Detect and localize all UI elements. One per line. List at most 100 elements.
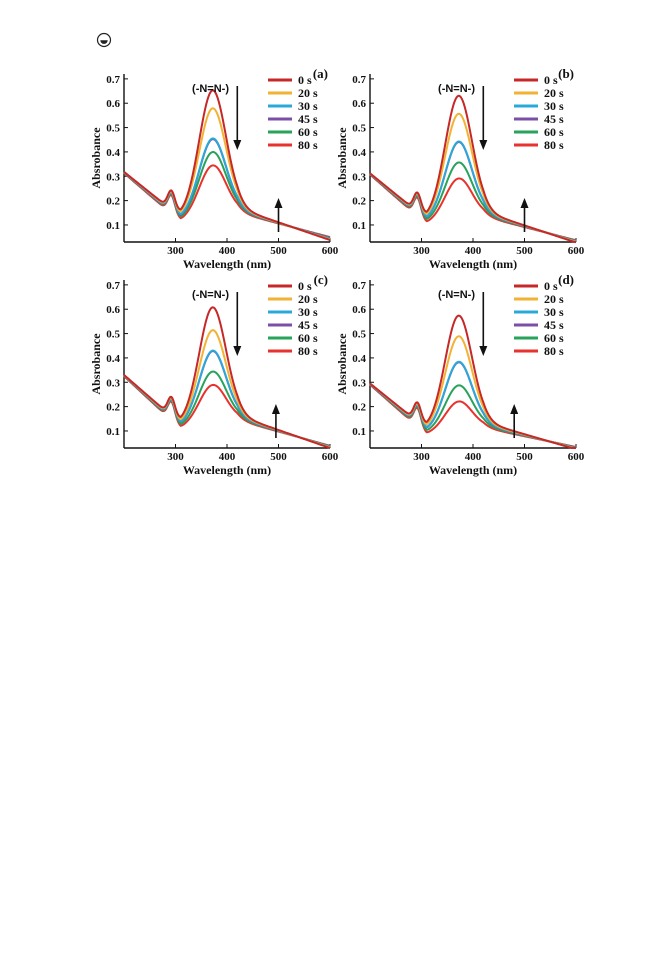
y-tick-label: 0.1 <box>106 220 120 232</box>
y-tick-label: 0.4 <box>106 147 120 159</box>
chart-panel-a: 0.1 0.2 0.3 0.4 0.5 0.6 0.7 300 400 500 600 Wavelen… <box>88 66 338 274</box>
y-tick-label: 0.5 <box>352 123 366 135</box>
legend-label: 20 s <box>298 292 318 306</box>
y-tick-label: 0.4 <box>352 353 366 365</box>
azo-annotation: (-N=N-) <box>192 83 229 95</box>
azo-annotation: (-N=N-) <box>438 289 475 301</box>
y-tick-label: 0.5 <box>352 329 366 341</box>
chart-a-svg: 0.1 0.2 0.3 0.4 0.5 0.6 0.7 300 400 500 600 Wavelen… <box>89 66 338 271</box>
panel-label: (a) <box>313 66 328 81</box>
legend-label: 20 s <box>544 86 564 100</box>
legend-label: 45 s <box>544 318 564 332</box>
y-tick-label: 0.7 <box>106 280 120 292</box>
series-line-0s <box>123 89 331 241</box>
y-axis-label: Absrobance <box>335 127 349 189</box>
chart-d-svg: 0.1 0.2 0.3 0.4 0.5 0.6 0.7 300 400 500 600 Wavelen… <box>335 272 584 477</box>
legend-label: 80 s <box>544 138 564 152</box>
chart-panel-b: 0.1 0.2 0.3 0.4 0.5 0.6 0.7 300 400 500 600 Wavelen… <box>334 66 584 274</box>
legend-label: 30 s <box>544 99 564 113</box>
x-tick-label: 300 <box>167 245 184 257</box>
panel-label: (c) <box>314 272 328 287</box>
y-tick-label: 0.2 <box>106 196 120 208</box>
legend-label: 0 s <box>544 279 558 293</box>
y-tick-label: 0.5 <box>106 123 120 135</box>
legend-label: 80 s <box>298 344 318 358</box>
x-tick-label: 600 <box>568 451 584 463</box>
panel-label: (b) <box>558 66 574 81</box>
x-tick-label: 400 <box>465 451 482 463</box>
y-tick-label: 0.6 <box>352 98 366 110</box>
decrease-arrow-head <box>233 140 242 150</box>
x-tick-label: 500 <box>516 245 533 257</box>
x-tick-label: 300 <box>413 451 430 463</box>
y-tick-label: 0.7 <box>352 74 366 86</box>
legend-label: 80 s <box>298 138 318 152</box>
legend-label: 80 s <box>544 344 564 358</box>
x-tick-label: 500 <box>516 451 533 463</box>
series-line-60s <box>123 151 331 239</box>
series-line-0s <box>123 306 331 449</box>
x-tick-label: 300 <box>167 451 184 463</box>
legend-label: 30 s <box>298 99 318 113</box>
y-tick-label: 0.6 <box>106 304 120 316</box>
x-axis-label: Wavelength (nm) <box>183 257 271 271</box>
legend-label: 0 s <box>298 73 312 87</box>
y-tick-label: 0.4 <box>352 147 366 159</box>
chart-panel-c: 0.1 0.2 0.3 0.4 0.5 0.6 0.7 300 400 500 600 Wavelen… <box>88 272 338 480</box>
y-tick-label: 0.1 <box>106 426 120 438</box>
x-tick-label: 400 <box>465 245 482 257</box>
document-mark-icon <box>96 32 112 48</box>
increase-arrow-head <box>271 404 280 414</box>
azo-annotation: (-N=N-) <box>438 83 475 95</box>
x-tick-label: 600 <box>322 245 338 257</box>
increase-arrow-head <box>520 198 529 208</box>
legend-label: 0 s <box>298 279 312 293</box>
chart-b-svg: 0.1 0.2 0.3 0.4 0.5 0.6 0.7 300 400 500 600 Wavelen… <box>335 66 584 271</box>
x-tick-label: 500 <box>270 451 287 463</box>
y-tick-label: 0.1 <box>352 426 366 438</box>
legend-label: 0 s <box>544 73 558 87</box>
y-tick-label: 0.3 <box>352 171 366 183</box>
x-tick-label: 600 <box>568 245 584 257</box>
x-tick-label: 500 <box>270 245 287 257</box>
chart-panel-d: 0.1 0.2 0.3 0.4 0.5 0.6 0.7 300 400 500 600 Wavelen… <box>334 272 584 480</box>
y-tick-label: 0.3 <box>106 171 120 183</box>
y-tick-label: 0.6 <box>352 304 366 316</box>
x-axis-label: Wavelength (nm) <box>183 463 271 477</box>
increase-arrow-head <box>274 198 283 208</box>
x-tick-label: 300 <box>413 245 430 257</box>
y-tick-label: 0.3 <box>352 377 366 389</box>
legend-label: 60 s <box>544 331 564 345</box>
azo-annotation: (-N=N-) <box>192 289 229 301</box>
y-tick-label: 0.2 <box>106 402 120 414</box>
legend-label: 30 s <box>298 305 318 319</box>
legend-label: 20 s <box>298 86 318 100</box>
series-line-60s <box>369 383 577 449</box>
decrease-arrow-head <box>233 346 242 356</box>
x-tick-label: 400 <box>219 245 236 257</box>
legend-label: 45 s <box>544 112 564 126</box>
y-tick-label: 0.1 <box>352 220 366 232</box>
series-line-80s <box>369 383 577 449</box>
x-axis-label: Wavelength (nm) <box>429 257 517 271</box>
y-tick-label: 0.3 <box>106 377 120 389</box>
x-axis-label: Wavelength (nm) <box>429 463 517 477</box>
legend-label: 60 s <box>544 125 564 139</box>
y-tick-label: 0.7 <box>106 74 120 86</box>
decrease-arrow-head <box>479 346 488 356</box>
y-tick-label: 0.7 <box>352 280 366 292</box>
legend-label: 60 s <box>298 331 318 345</box>
panel-label: (d) <box>558 272 574 287</box>
legend-label: 30 s <box>544 305 564 319</box>
y-tick-label: 0.5 <box>106 329 120 341</box>
decrease-arrow-head <box>479 140 488 150</box>
increase-arrow-head <box>510 404 519 414</box>
series-line-0s <box>369 314 576 449</box>
legend-label: 45 s <box>298 318 318 332</box>
x-tick-label: 400 <box>219 451 236 463</box>
legend-label: 20 s <box>544 292 564 306</box>
chart-c-svg: 0.1 0.2 0.3 0.4 0.5 0.6 0.7 300 400 500 600 Wavelen… <box>89 272 338 477</box>
series-line-0s <box>369 94 576 243</box>
x-tick-label: 600 <box>322 451 338 463</box>
legend-label: 60 s <box>298 125 318 139</box>
